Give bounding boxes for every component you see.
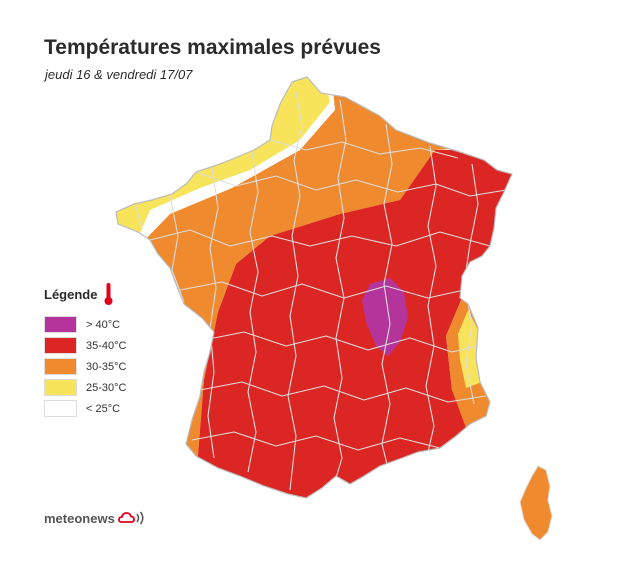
legend-title: Légende (44, 286, 98, 302)
legend-swatch (44, 379, 77, 396)
legend-item: 35-40°C (44, 335, 126, 356)
legend-item: 30-35°C (44, 356, 126, 377)
map-title: Températures maximales prévues (44, 36, 381, 59)
legend-label: 35-40°C (86, 339, 127, 352)
legend-swatch (44, 337, 77, 354)
cloud-signal-icon (117, 511, 144, 525)
legend: Légende > 40°C 35-40°C 30-35°C 25-30°C < 25°… (44, 282, 126, 419)
legend-label: 25-30°C (86, 381, 127, 394)
logo-text: meteonews (44, 510, 115, 526)
thermometer-icon (104, 283, 113, 305)
zone-over-40 (362, 278, 408, 356)
legend-label: > 40°C (86, 318, 121, 331)
corsica (519, 465, 553, 541)
zone-25-30-alps (458, 310, 482, 388)
department-borders (135, 91, 507, 491)
meteonews-logo: meteonews (44, 509, 147, 527)
legend-label: < 25°C (86, 402, 121, 415)
legend-item: 25-30°C (44, 377, 126, 398)
legend-swatch (44, 400, 77, 417)
map-subtitle: jeudi 16 & vendredi 17/07 (45, 67, 193, 82)
legend-swatch (44, 358, 77, 375)
legend-item: > 40°C (44, 314, 126, 335)
legend-label: 30-35°C (86, 360, 127, 373)
legend-item: < 25°C (44, 398, 126, 419)
legend-swatch (44, 316, 77, 333)
legend-rows: > 40°C 35-40°C 30-35°C 25-30°C < 25°C (44, 314, 126, 419)
